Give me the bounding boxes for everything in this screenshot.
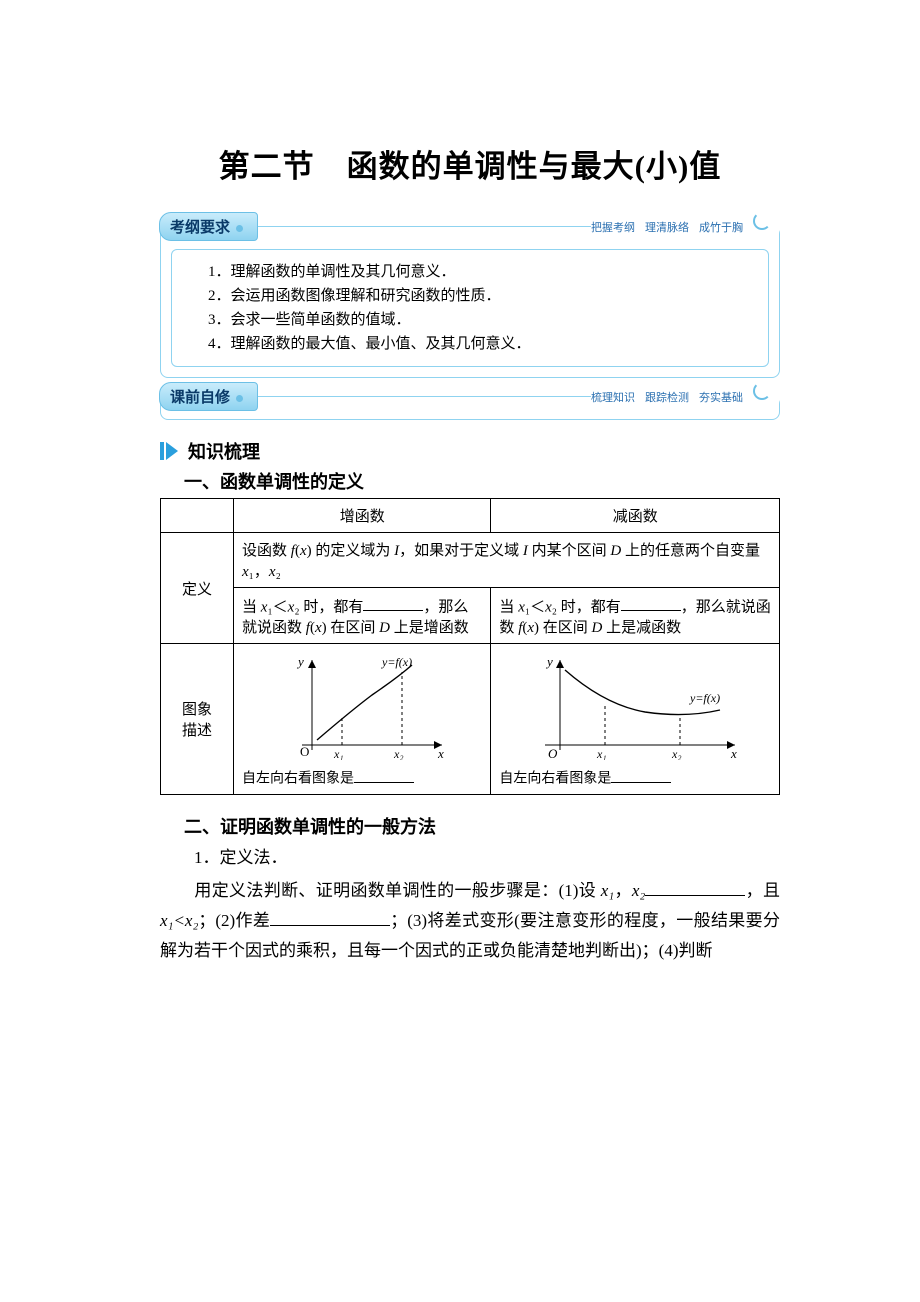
th-inc: 增函数 [234,498,491,532]
def-inc-cell: 当 x₁＜x₂ 时，都有，那么就说函数 f(x) 在区间 D 上是增函数 [234,587,491,644]
th-dec: 减函数 [491,498,780,532]
graph-inc-caption: 自左向右看图象是 [242,766,414,787]
fn-label-dec: y=f(x) [689,691,720,705]
p-definition-method: 1．定义法． [160,843,780,873]
def-common-text: 设函数 f(x) 的定义域为 I，如果对于定义域 I 内某个区间 D 上的任意两… [242,543,760,580]
blank-inc [363,594,423,612]
axis-x: x [437,746,444,760]
tick-x1: x₁ [333,747,344,760]
p2b: ， [614,881,632,900]
prestudy-box: 课前自修 梳理知识 跟踪检测 夯实基础 [160,396,780,420]
p2c: ，且 [745,881,780,900]
th-blank [161,498,234,532]
tick-x2: x₂ [393,747,404,760]
req-right-1: 把握考纲 [591,219,635,235]
blank-inc-caption [354,766,414,782]
axis-x-2: x [730,746,737,760]
triangle-icon [160,442,178,460]
p2a: 用定义法判断、证明函数单调性的一般步骤是：(1)设 [194,881,601,900]
graph-dec-caption: 自左向右看图象是 [499,766,671,787]
requirements-right: 把握考纲 理清脉络 成竹于胸 [591,218,779,236]
blank-dec [621,594,681,612]
requirements-header: 考纲要求 把握考纲 理清脉络 成竹于胸 [161,213,779,241]
caption-pre: 自左向右看图象是 [242,772,354,787]
p2-x2: x₂ [632,881,645,900]
requirements-tab: 考纲要求 [159,212,258,241]
graph-inc-cell: O x y x₁ x₂ y=f(x) 自左向右看图象是 [234,644,491,794]
blank-step1 [645,877,745,897]
subhead-1: 一、函数单调性的定义 [184,468,780,494]
prestudy-right: 梳理知识 跟踪检测 夯实基础 [591,388,779,406]
def-dec-cell: 当 x₁＜x₂ 时，都有，那么就说函数 f(x) 在区间 D 上是减函数 [491,587,780,644]
fn-label-inc: y=f(x) [381,655,412,669]
axis-O: O [300,744,309,759]
axis-y: y [296,654,304,669]
p-steps: 用定义法判断、证明函数单调性的一般步骤是：(1)设 x₁，x₂ ，且 x₁<x₂；… [160,876,780,965]
graph-dec-cell: O x y x₁ x₂ y=f(x) 自左向右看图象是 [491,644,780,794]
prestudy-header: 课前自修 梳理知识 跟踪检测 夯实基础 [161,383,779,411]
increasing-graph: O x y x₁ x₂ y=f(x) [272,650,452,760]
req-right-3: 成竹于胸 [699,219,743,235]
decreasing-graph: O x y x₁ x₂ y=f(x) [525,650,745,760]
page-title: 第二节 函数的单调性与最大(小)值 [160,141,780,186]
caption-pre-2: 自左向右看图象是 [499,772,611,787]
row-img-label: 图象描述 [161,644,234,794]
pre-right-3: 夯实基础 [699,389,743,405]
pre-right-1: 梳理知识 [591,389,635,405]
req-item-2: 2．会运用函数图像理解和研究函数的性质． [208,284,756,308]
req-item-1: 1．理解函数的单调性及其几何意义． [208,260,756,284]
p2-x1: x₁ [601,881,614,900]
req-right-2: 理清脉络 [645,219,689,235]
section-head-label: 知识梳理 [188,438,260,464]
p1-text: 1．定义法． [194,848,288,867]
req-item-3: 3．会求一些简单函数的值域． [208,308,756,332]
axis-O-2: O [548,746,558,760]
def-common: 设函数 f(x) 的定义域为 I，如果对于定义域 I 内某个区间 D 上的任意两… [234,532,780,587]
swirl-icon [753,212,771,230]
p2d: ；(2)作差 [198,911,270,930]
monotonicity-table: 增函数 减函数 定义 设函数 f(x) 的定义域为 I，如果对于定义域 I 内某… [160,498,780,795]
blank-dec-caption [611,766,671,782]
requirements-body: 1．理解函数的单调性及其几何意义． 2．会运用函数图像理解和研究函数的性质． 3… [171,249,769,367]
swirl-icon [753,382,771,400]
blank-step2 [270,906,390,926]
tick-x2-2: x₂ [671,747,682,760]
subhead-2: 二、证明函数单调性的一般方法 [184,813,780,839]
row-def-label: 定义 [161,532,234,644]
axis-y-2: y [545,654,553,669]
tick-x1-2: x₁ [596,747,607,760]
page: 第二节 函数的单调性与最大(小)值 考纲要求 把握考纲 理清脉络 成竹于胸 1．… [0,0,920,1302]
prestudy-tab: 课前自修 [159,382,258,411]
pre-right-2: 跟踪检测 [645,389,689,405]
p2-cond: x₁<x₂ [160,911,198,930]
req-item-4: 4．理解函数的最大值、最小值、及其几何意义． [208,332,756,356]
section-head-knowledge: 知识梳理 [160,438,780,464]
requirements-box: 考纲要求 把握考纲 理清脉络 成竹于胸 1．理解函数的单调性及其几何意义． 2．… [160,226,780,378]
